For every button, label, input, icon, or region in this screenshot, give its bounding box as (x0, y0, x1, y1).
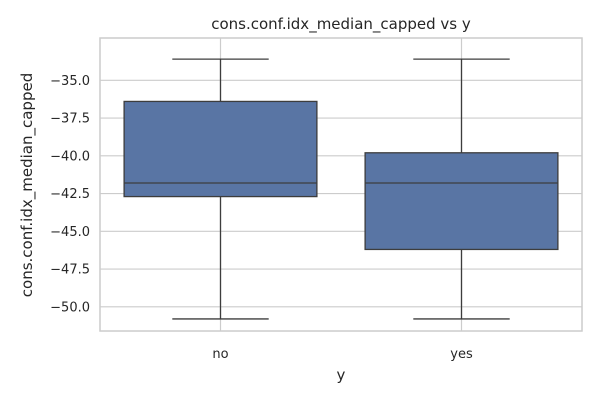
y-tick-label: −37.5 (50, 112, 90, 127)
y-axis-label: cons.conf.idx_median_capped (18, 73, 37, 297)
y-tick-label: −50.0 (50, 300, 90, 315)
plot-frame (99, 37, 583, 332)
y-tick-label: −47.5 (50, 263, 90, 278)
box-group-no (123, 58, 318, 320)
chart-title: cons.conf.idx_median_capped vs y (211, 15, 471, 34)
x-axis-label: y (337, 366, 346, 384)
iqr-box (364, 152, 559, 251)
iqr-box (123, 100, 318, 198)
box-group-yes (364, 58, 559, 320)
x-tick-label: yes (450, 347, 473, 362)
y-tick-label: −40.0 (50, 149, 90, 164)
y-tick-label: −42.5 (50, 187, 90, 202)
x-tick-labels: no yes (212, 347, 473, 362)
y-tick-label: −35.0 (50, 74, 90, 89)
y-tick-labels: −50.0 −47.5 −45.0 −42.5 −40.0 −37.5 −35.0 (50, 74, 90, 316)
boxes (123, 58, 559, 320)
y-tick-label: −45.0 (50, 225, 90, 240)
x-tick-label: no (212, 347, 228, 362)
